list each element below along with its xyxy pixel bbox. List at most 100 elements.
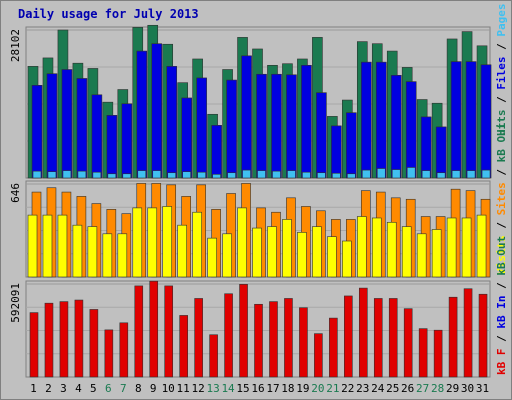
legend-entry: / (495, 90, 508, 110)
bar-visits-day-9 (147, 207, 158, 278)
x-tick-label: 15 (236, 382, 249, 395)
x-tick-label: 22 (341, 382, 354, 395)
bar-kb-f-day-28 (433, 329, 443, 378)
legend-entry: Pages (495, 4, 508, 37)
bar-kb-f-day-21 (329, 317, 338, 378)
bar-files-day-6 (106, 115, 118, 179)
x-tick-label: 1 (30, 382, 37, 395)
legend-entry: kB Out (495, 123, 508, 163)
bar-pages-day-5 (92, 171, 102, 179)
y-max-label: 28102 (9, 29, 22, 62)
x-tick-label: 17 (266, 382, 279, 395)
x-tick-label: 24 (371, 382, 385, 395)
legend-entry: Sites (495, 182, 508, 215)
bar-pages-day-26 (406, 167, 416, 179)
legend-entry: kB Out (495, 236, 508, 276)
bar-kb-f-day-1 (29, 312, 39, 378)
bar-visits-day-24 (371, 217, 382, 278)
bar-pages-day-3 (62, 170, 72, 179)
legend-entry: / (495, 37, 508, 57)
x-tick-label: 7 (120, 382, 127, 395)
bar-visits-day-2 (42, 214, 53, 278)
bar-kb-f-day-29 (448, 296, 458, 378)
bar-visits-day-19 (297, 232, 307, 278)
bar-files-day-7 (121, 103, 133, 179)
bar-kb-f-day-17 (269, 301, 278, 378)
bar-files-day-26 (405, 81, 417, 179)
x-tick-label: 12 (192, 382, 205, 395)
bar-visits-day-12 (192, 211, 202, 278)
bar-visits-day-17 (267, 226, 277, 278)
bar-pages-day-14 (227, 172, 236, 179)
bar-files-day-9 (151, 43, 163, 179)
panel-legend: Hits / Files / Pages (495, 4, 508, 137)
bar-kb-f-day-11 (179, 315, 188, 378)
bar-files-day-10 (166, 66, 178, 179)
bar-pages-day-28 (436, 172, 446, 179)
bar-files-day-20 (316, 92, 327, 179)
legend-entry: / (495, 276, 508, 296)
bar-kb-f-day-8 (134, 285, 144, 378)
bar-files-day-21 (331, 125, 342, 179)
x-tick-label: 4 (75, 382, 82, 395)
bar-visits-day-4 (72, 224, 83, 278)
bar-kb-f-day-6 (104, 329, 114, 378)
bar-files-day-8 (136, 50, 148, 179)
bar-visits-day-5 (87, 226, 98, 278)
bar-visits-day-7 (117, 233, 128, 278)
bar-files-day-23 (360, 61, 372, 179)
bar-visits-day-13 (207, 237, 217, 278)
bar-files-day-29 (450, 61, 462, 179)
bar-visits-day-30 (461, 217, 472, 278)
bar-kb-f-day-15 (239, 284, 248, 378)
bar-files-day-25 (390, 75, 402, 179)
bar-files-day-28 (435, 126, 447, 179)
x-tick-label: 5 (90, 382, 97, 395)
y-max-label: 646 (9, 183, 22, 203)
chart-title: Daily usage for July 2013 (18, 7, 199, 21)
bar-files-day-12 (196, 77, 207, 179)
bar-pages-day-9 (152, 170, 162, 179)
bar-pages-day-15 (242, 169, 251, 179)
x-tick-label: 10 (162, 382, 175, 395)
x-tick-label: 30 (461, 382, 474, 395)
x-tick-label: 14 (221, 382, 235, 395)
bar-files-day-31 (480, 64, 492, 179)
bar-pages-day-22 (347, 173, 356, 179)
bar-kb-f-day-19 (299, 307, 308, 378)
bar-files-day-11 (181, 97, 192, 179)
x-tick-label: 31 (476, 382, 489, 395)
x-tick-label: 29 (446, 382, 459, 395)
bar-files-day-30 (465, 61, 477, 179)
bar-kb-f-day-9 (149, 280, 159, 378)
bar-pages-day-8 (137, 170, 147, 179)
bar-files-day-5 (91, 94, 103, 179)
bar-visits-day-18 (282, 219, 292, 278)
bar-visits-day-26 (401, 226, 412, 278)
legend-entry: / (495, 162, 508, 182)
bar-pages-day-29 (451, 170, 461, 179)
bar-visits-day-11 (177, 224, 187, 278)
bar-files-day-24 (375, 61, 387, 179)
bar-visits-day-25 (386, 221, 397, 278)
bar-kb-f-day-23 (358, 287, 368, 378)
legend-entry: Visits (495, 235, 508, 275)
x-tick-label: 6 (105, 382, 112, 395)
bar-visits-day-6 (102, 233, 113, 278)
x-tick-label: 27 (416, 382, 429, 395)
bar-files-day-16 (256, 73, 267, 179)
x-tick-label: 11 (177, 382, 190, 395)
legend-entry: kB F (495, 349, 508, 376)
bar-pages-day-17 (272, 170, 281, 179)
bar-pages-day-1 (32, 170, 42, 179)
bar-visits-day-8 (132, 207, 143, 278)
bar-files-day-15 (241, 55, 252, 179)
bar-visits-day-14 (222, 233, 232, 278)
y-max-label: 592091 (9, 283, 22, 323)
bar-files-day-3 (61, 69, 73, 179)
legend-entry: kB In (495, 296, 508, 329)
legend-entry: / (495, 215, 508, 235)
bar-files-day-13 (211, 125, 222, 179)
bar-pages-day-7 (122, 173, 132, 179)
bar-kb-f-day-26 (403, 308, 413, 378)
